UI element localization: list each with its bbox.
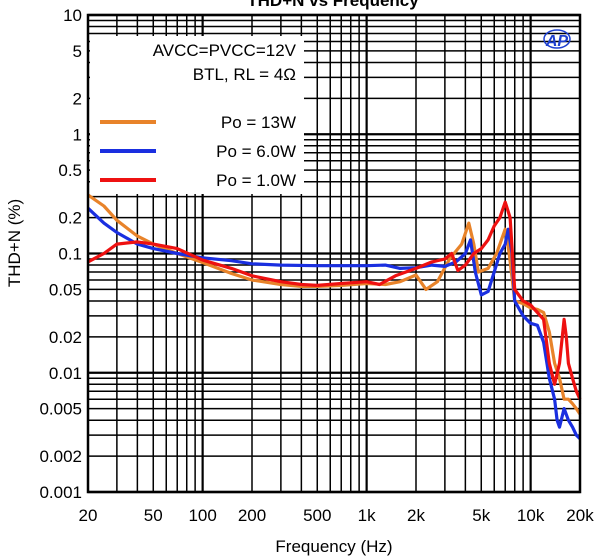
x-axis-label: Frequency (Hz) [275, 537, 392, 556]
series-line-3 [87, 200, 582, 400]
y-tick-label: 1 [73, 125, 82, 144]
plot-frame [86, 13, 582, 494]
ap-logo-ring [543, 29, 571, 49]
x-tick-label: 20 [79, 506, 98, 525]
y-tick-label: 0.001 [39, 483, 82, 502]
tick-labels: 20 50 100 200 500 1k 2k 5k 10k 20k 0.001 0.002 0.005… [39, 6, 594, 525]
series-line-1 [87, 193, 582, 415]
y-tick-label: 0.005 [39, 400, 82, 419]
x-tick-label: 5k [472, 506, 490, 525]
legend-entry-2: Po = 6.0W [216, 142, 296, 161]
y-tick-label: 0.1 [58, 245, 82, 264]
x-tick-label: 200 [238, 506, 266, 525]
y-tick-label: 0.02 [49, 328, 82, 347]
y-tick-label: 0.5 [58, 161, 82, 180]
x-tick-label: 20k [566, 506, 594, 525]
y-tick-label: 5 [73, 42, 82, 61]
x-tick-label: 50 [144, 506, 163, 525]
x-tick-label: 2k [407, 506, 425, 525]
annotation-2: BTL, RL = 4Ω [193, 65, 296, 84]
annotation-1: AVCC=PVCC=12V [153, 41, 297, 60]
y-tick-label: 0.01 [49, 364, 82, 383]
x-tick-label: 100 [188, 506, 216, 525]
chart-title: THD+N vs Frequency [247, 0, 419, 10]
y-tick-label: 10 [63, 6, 82, 25]
x-tick-label: 500 [303, 506, 331, 525]
y-tick-label: 2 [73, 89, 82, 108]
legend-box [90, 36, 304, 194]
x-tick-label: 10k [517, 506, 545, 525]
plot-lines [86, 193, 582, 440]
y-tick-label: 0.002 [39, 447, 82, 466]
series-line-2 [86, 207, 582, 440]
ap-logo: AP [545, 33, 569, 50]
legend: AVCC=PVCC=12V BTL, RL = 4Ω Po = 13W Po = 6.… [100, 41, 297, 190]
legend-entry-1: Po = 13W [221, 113, 296, 132]
y-tick-label: 0.05 [49, 280, 82, 299]
y-axis-label: THD+N (%) [5, 199, 24, 287]
legend-entry-3: Po = 1.0W [216, 171, 296, 190]
y-tick-label: 0.2 [58, 209, 82, 228]
x-tick-label: 1k [358, 506, 376, 525]
